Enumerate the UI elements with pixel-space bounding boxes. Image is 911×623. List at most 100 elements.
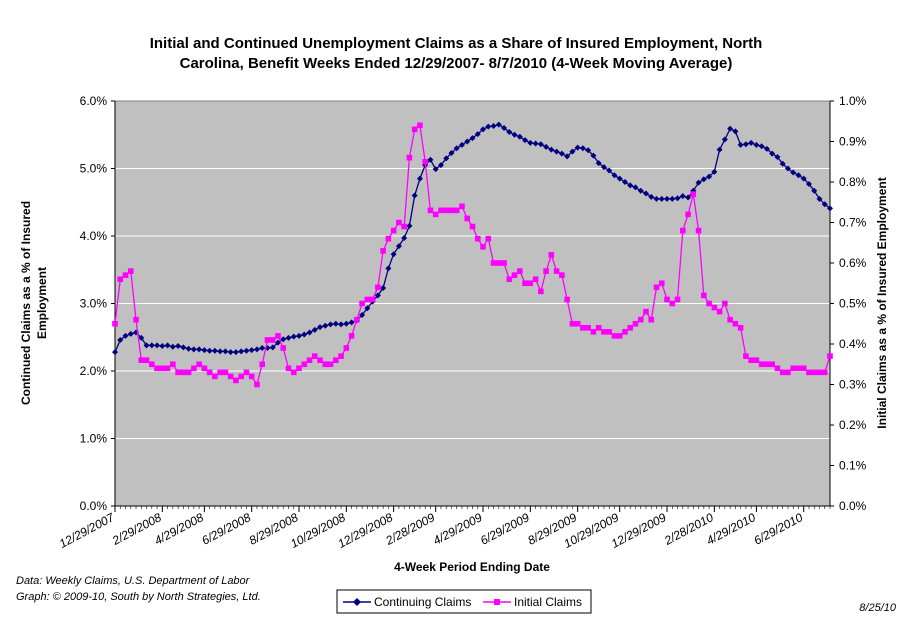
x-tick-label: 6/29/2009	[478, 510, 532, 548]
data-point	[495, 121, 502, 128]
data-point	[611, 333, 618, 339]
data-point	[149, 361, 155, 368]
data-point	[280, 336, 287, 343]
data-point	[159, 343, 166, 350]
data-point	[648, 193, 655, 200]
data-point	[338, 353, 344, 359]
data-point	[406, 154, 413, 161]
data-point	[437, 162, 444, 169]
right-tick-label: 0.0%	[839, 499, 867, 513]
data-point	[143, 342, 150, 349]
data-point	[453, 207, 460, 214]
data-point	[517, 268, 523, 274]
data-point	[627, 325, 634, 331]
data-point	[522, 280, 528, 287]
data-point	[642, 190, 649, 197]
data-point	[138, 334, 145, 341]
data-point	[185, 369, 192, 376]
data-point	[311, 326, 318, 333]
data-point	[290, 369, 297, 376]
data-point	[695, 227, 702, 234]
data-point	[700, 176, 707, 183]
data-point	[122, 332, 129, 339]
data-point	[559, 272, 565, 278]
data-point	[701, 292, 707, 299]
data-point	[611, 172, 618, 179]
data-point	[338, 321, 345, 328]
data-point	[474, 131, 481, 138]
data-point	[138, 357, 145, 363]
data-point	[553, 148, 560, 155]
data-point	[411, 126, 418, 133]
data-point	[417, 122, 423, 129]
data-point	[548, 252, 555, 258]
data-point	[117, 336, 124, 343]
data-point	[742, 141, 749, 148]
data-point	[395, 243, 402, 250]
left-axis-ticks: 0.0% 1.0% 2.0% 3.0% 4.0% 5.0% 6.0%	[80, 94, 116, 513]
data-point	[821, 201, 828, 208]
left-axis-label-line-1: Continued Claims as a % of Insured	[19, 201, 33, 405]
data-point	[748, 139, 755, 146]
data-point	[374, 292, 381, 299]
data-point	[821, 369, 828, 376]
data-point	[317, 324, 324, 331]
right-tick-label: 0.4%	[839, 337, 867, 351]
data-point	[800, 365, 807, 372]
right-axis-label: Initial Claims as a % of Insured Employm…	[875, 177, 889, 428]
data-point	[238, 348, 245, 355]
data-point	[637, 316, 644, 323]
data-point	[269, 337, 276, 343]
data-point	[779, 160, 786, 167]
data-point	[695, 179, 702, 186]
right-tick-label: 0.2%	[839, 418, 867, 432]
data-point	[706, 173, 713, 180]
data-point	[600, 164, 607, 171]
data-point	[196, 346, 203, 353]
data-point	[748, 357, 754, 363]
data-point	[432, 166, 439, 173]
data-point	[632, 184, 639, 191]
data-point	[616, 175, 623, 182]
data-point	[590, 329, 597, 335]
data-point	[538, 288, 544, 295]
data-point	[401, 223, 407, 230]
data-point	[737, 141, 744, 148]
data-point	[159, 365, 166, 372]
data-point	[359, 311, 366, 318]
data-point	[322, 361, 329, 368]
data-point	[369, 296, 376, 303]
data-point	[180, 344, 187, 351]
x-axis-ticks: 12/29/20072/29/20084/29/20086/29/20088/2…	[57, 505, 831, 551]
data-point	[170, 361, 176, 368]
data-point	[117, 276, 124, 282]
data-point	[516, 133, 523, 140]
data-point	[232, 349, 239, 356]
data-point	[501, 260, 507, 266]
data-point	[364, 296, 371, 303]
data-point	[522, 137, 529, 144]
data-point	[443, 207, 450, 214]
data-point	[716, 146, 723, 153]
data-point	[427, 156, 434, 163]
data-point	[769, 150, 776, 157]
data-point	[469, 135, 476, 142]
data-point	[648, 316, 655, 323]
left-axis-label-line-2: Employment	[35, 267, 49, 339]
data-point	[827, 205, 833, 212]
data-point	[795, 172, 802, 179]
data-point	[485, 123, 492, 130]
data-point	[112, 320, 118, 327]
data-point	[679, 193, 686, 200]
right-tick-label: 0.8%	[839, 175, 867, 189]
data-point	[785, 369, 791, 376]
left-tick-label: 6.0%	[80, 94, 108, 108]
data-point	[727, 316, 733, 323]
data-point	[211, 347, 218, 354]
data-point	[606, 329, 612, 335]
data-point	[716, 308, 723, 315]
data-point	[280, 345, 287, 351]
left-tick-label: 4.0%	[80, 229, 108, 243]
left-tick-label: 5.0%	[80, 162, 108, 176]
data-point	[564, 296, 570, 303]
